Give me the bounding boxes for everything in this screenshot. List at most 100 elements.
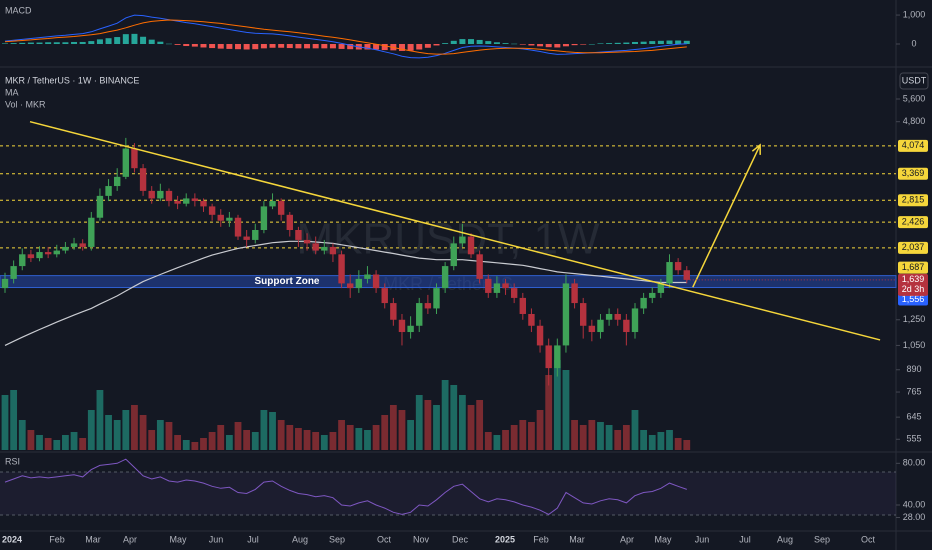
- macd-histogram-bar: [260, 44, 267, 49]
- volume-bar: [338, 420, 345, 450]
- candle-body: [62, 246, 69, 251]
- zone-label: 1,556: [902, 294, 925, 304]
- macd-histogram-bar: [468, 39, 475, 44]
- candle-body: [44, 252, 52, 255]
- volume-bar: [217, 425, 225, 450]
- y-tick-label: 555: [906, 434, 921, 444]
- candle-body: [640, 297, 647, 309]
- volume-bar: [182, 440, 190, 450]
- level-label-box: [898, 241, 928, 254]
- x-tick-label: 2025: [495, 534, 515, 544]
- macd-histogram-bar: [502, 43, 509, 44]
- volume-bar: [113, 420, 121, 450]
- volume-bar: [398, 410, 406, 450]
- rsi-band: [0, 472, 896, 515]
- x-tick-label: 2024: [2, 534, 22, 544]
- candle-body: [519, 297, 526, 314]
- macd-histogram-bar: [2, 43, 8, 44]
- macd-histogram-bar: [252, 44, 259, 50]
- countdown: 2d 3h: [902, 284, 925, 294]
- candle-body: [545, 345, 552, 369]
- macd-histogram-bar: [27, 42, 34, 44]
- y-tick-label: 0: [911, 38, 916, 48]
- macd-histogram-bar: [571, 44, 578, 46]
- candle-body: [295, 229, 302, 240]
- macd-histogram-bar: [10, 43, 17, 44]
- candle-body: [277, 201, 285, 215]
- candle-body: [183, 198, 190, 204]
- macd-histogram-bar: [36, 42, 43, 44]
- volume-bar: [528, 422, 535, 450]
- ma-line: [4, 240, 687, 346]
- x-tick-label: Apr: [620, 534, 634, 544]
- candle-body: [234, 217, 242, 237]
- macd-histogram-bar: [321, 44, 328, 49]
- candle-body: [88, 217, 95, 247]
- macd-histogram-bar: [71, 41, 78, 44]
- level-label: 2,426: [902, 217, 925, 227]
- candle-body: [174, 201, 181, 204]
- macd-histogram-bar: [122, 34, 129, 44]
- currency-box[interactable]: [899, 72, 929, 90]
- y-tick-label: 80.00: [903, 458, 926, 468]
- volume-bar: [156, 420, 164, 450]
- candle-body: [70, 243, 78, 247]
- volume-bar: [553, 360, 561, 450]
- candle-body: [649, 292, 656, 298]
- macd-histogram-bar: [424, 44, 431, 48]
- candle-body: [571, 283, 578, 304]
- level-label: 2,815: [902, 195, 925, 205]
- signal-line: [4, 19, 687, 55]
- macd-histogram-bar: [62, 42, 69, 44]
- x-tick-label: Feb: [533, 534, 549, 544]
- x-tick-label: Oct: [861, 534, 876, 544]
- macd-histogram-bar: [140, 36, 147, 44]
- candle-body: [347, 283, 354, 289]
- candle-body: [562, 283, 570, 346]
- macd-histogram-bar: [519, 44, 526, 45]
- y-tick-label: 1,000: [903, 9, 926, 19]
- macd-histogram-bar: [347, 44, 354, 50]
- currency[interactable]: USDT: [902, 75, 927, 85]
- candle-body: [493, 283, 501, 293]
- macd-histogram-bar: [511, 43, 518, 45]
- macd-histogram-bar: [96, 39, 103, 44]
- symbol-title: MKR / TetherUS · 1W · BINANCE: [5, 75, 139, 85]
- y-tick-label: 1,050: [903, 340, 926, 350]
- macd-histogram-bar: [416, 44, 423, 50]
- x-tick-label: Aug: [777, 534, 793, 544]
- indicator-label: MA: [5, 87, 19, 97]
- macd-histogram-bar: [243, 44, 250, 50]
- volume-bar: [484, 432, 492, 450]
- candle-body: [27, 254, 35, 259]
- volume-bar: [225, 435, 233, 450]
- candle-body: [321, 246, 328, 251]
- macd-histogram-bar: [649, 41, 656, 44]
- volume-bar: [622, 425, 630, 450]
- macd-histogram-bar: [545, 44, 552, 48]
- candle-body: [631, 308, 639, 333]
- zone-label-box: [898, 293, 928, 306]
- trendline: [29, 120, 881, 341]
- macd-histogram-bar: [312, 44, 319, 49]
- last-price-label: 1,639: [902, 274, 925, 284]
- volume-bar: [131, 405, 138, 450]
- macd-histogram-bar: [442, 43, 449, 44]
- volume-bar: [62, 435, 69, 450]
- macd-histogram-bar: [19, 42, 26, 44]
- macd-histogram-bar: [364, 44, 371, 50]
- macd-histogram-bar: [398, 44, 405, 51]
- volume-bar: [562, 370, 570, 450]
- volume-bar: [36, 435, 43, 450]
- volume-bar: [277, 420, 285, 450]
- macd-histogram-bar: [304, 44, 311, 49]
- volume-bar: [364, 430, 371, 450]
- volume-bar: [148, 430, 156, 450]
- volume-bar: [545, 375, 553, 450]
- level-label: 3,369: [902, 168, 925, 178]
- candle-body: [554, 345, 561, 369]
- x-tick-label: Mar: [569, 534, 585, 544]
- macd-histogram-bar: [45, 42, 52, 44]
- volume-bar: [502, 430, 509, 450]
- candle-body: [580, 303, 587, 326]
